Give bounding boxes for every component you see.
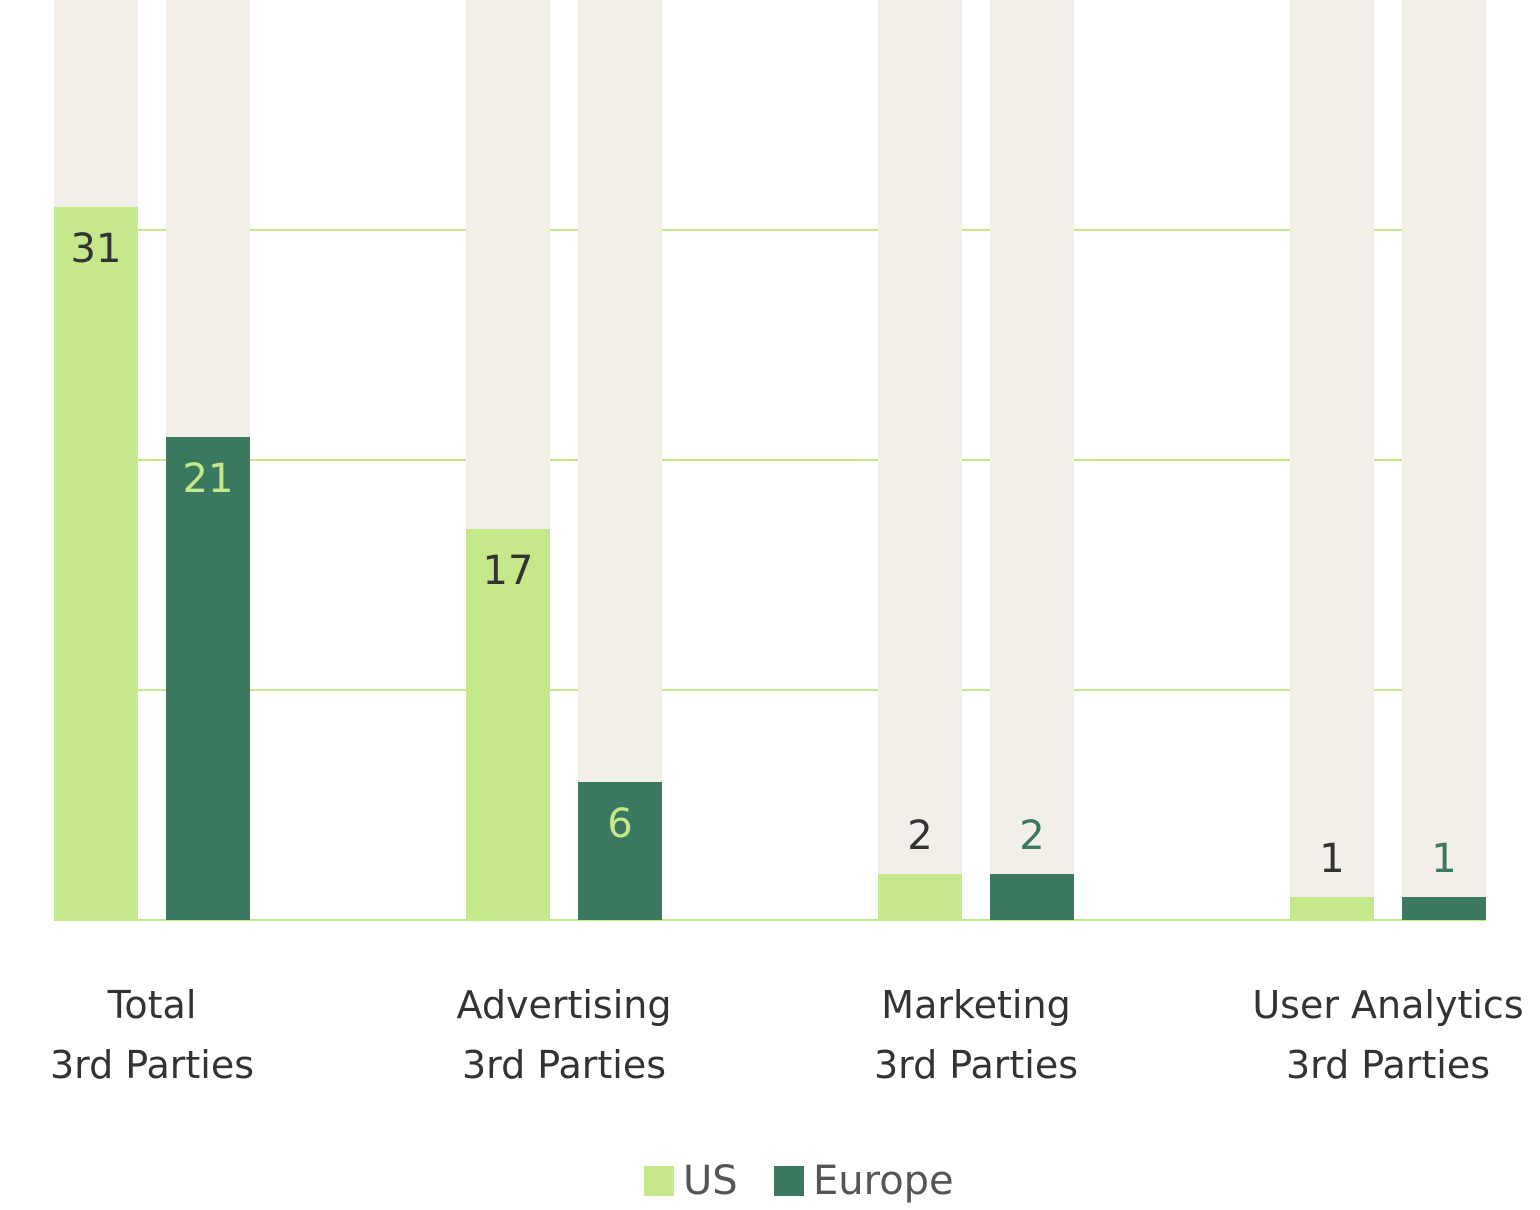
legend-label: Europe [813, 1158, 954, 1204]
bar [1290, 897, 1374, 920]
bar-track [990, 0, 1074, 920]
bar-track [578, 0, 662, 920]
bar [578, 782, 662, 920]
bar [878, 874, 962, 920]
value-label: 2 [1019, 813, 1044, 859]
bar [54, 207, 138, 920]
bar-track [1290, 0, 1374, 920]
legend-label: US [683, 1158, 738, 1204]
x-tick-label: Total 3rd Parties [49, 983, 255, 1087]
x-tick-label: User Analytics 3rd Parties [1252, 983, 1524, 1087]
bar [466, 529, 550, 920]
value-label: 2 [907, 813, 932, 859]
value-label: 17 [483, 548, 534, 594]
legend-swatch [644, 1166, 674, 1196]
value-label: 1 [1319, 836, 1344, 882]
value-label: 21 [183, 456, 234, 502]
x-tick-label: Marketing 3rd Parties [873, 983, 1079, 1087]
bar [990, 874, 1074, 920]
x-tick-label: Advertising 3rd Parties [456, 983, 672, 1087]
bar [166, 437, 250, 920]
legend-swatch [774, 1166, 804, 1196]
bar-track [878, 0, 962, 920]
value-label: 6 [607, 801, 632, 847]
bar-track [1402, 0, 1486, 920]
bar [1402, 897, 1486, 920]
value-label: 31 [71, 226, 122, 272]
value-label: 1 [1431, 836, 1456, 882]
